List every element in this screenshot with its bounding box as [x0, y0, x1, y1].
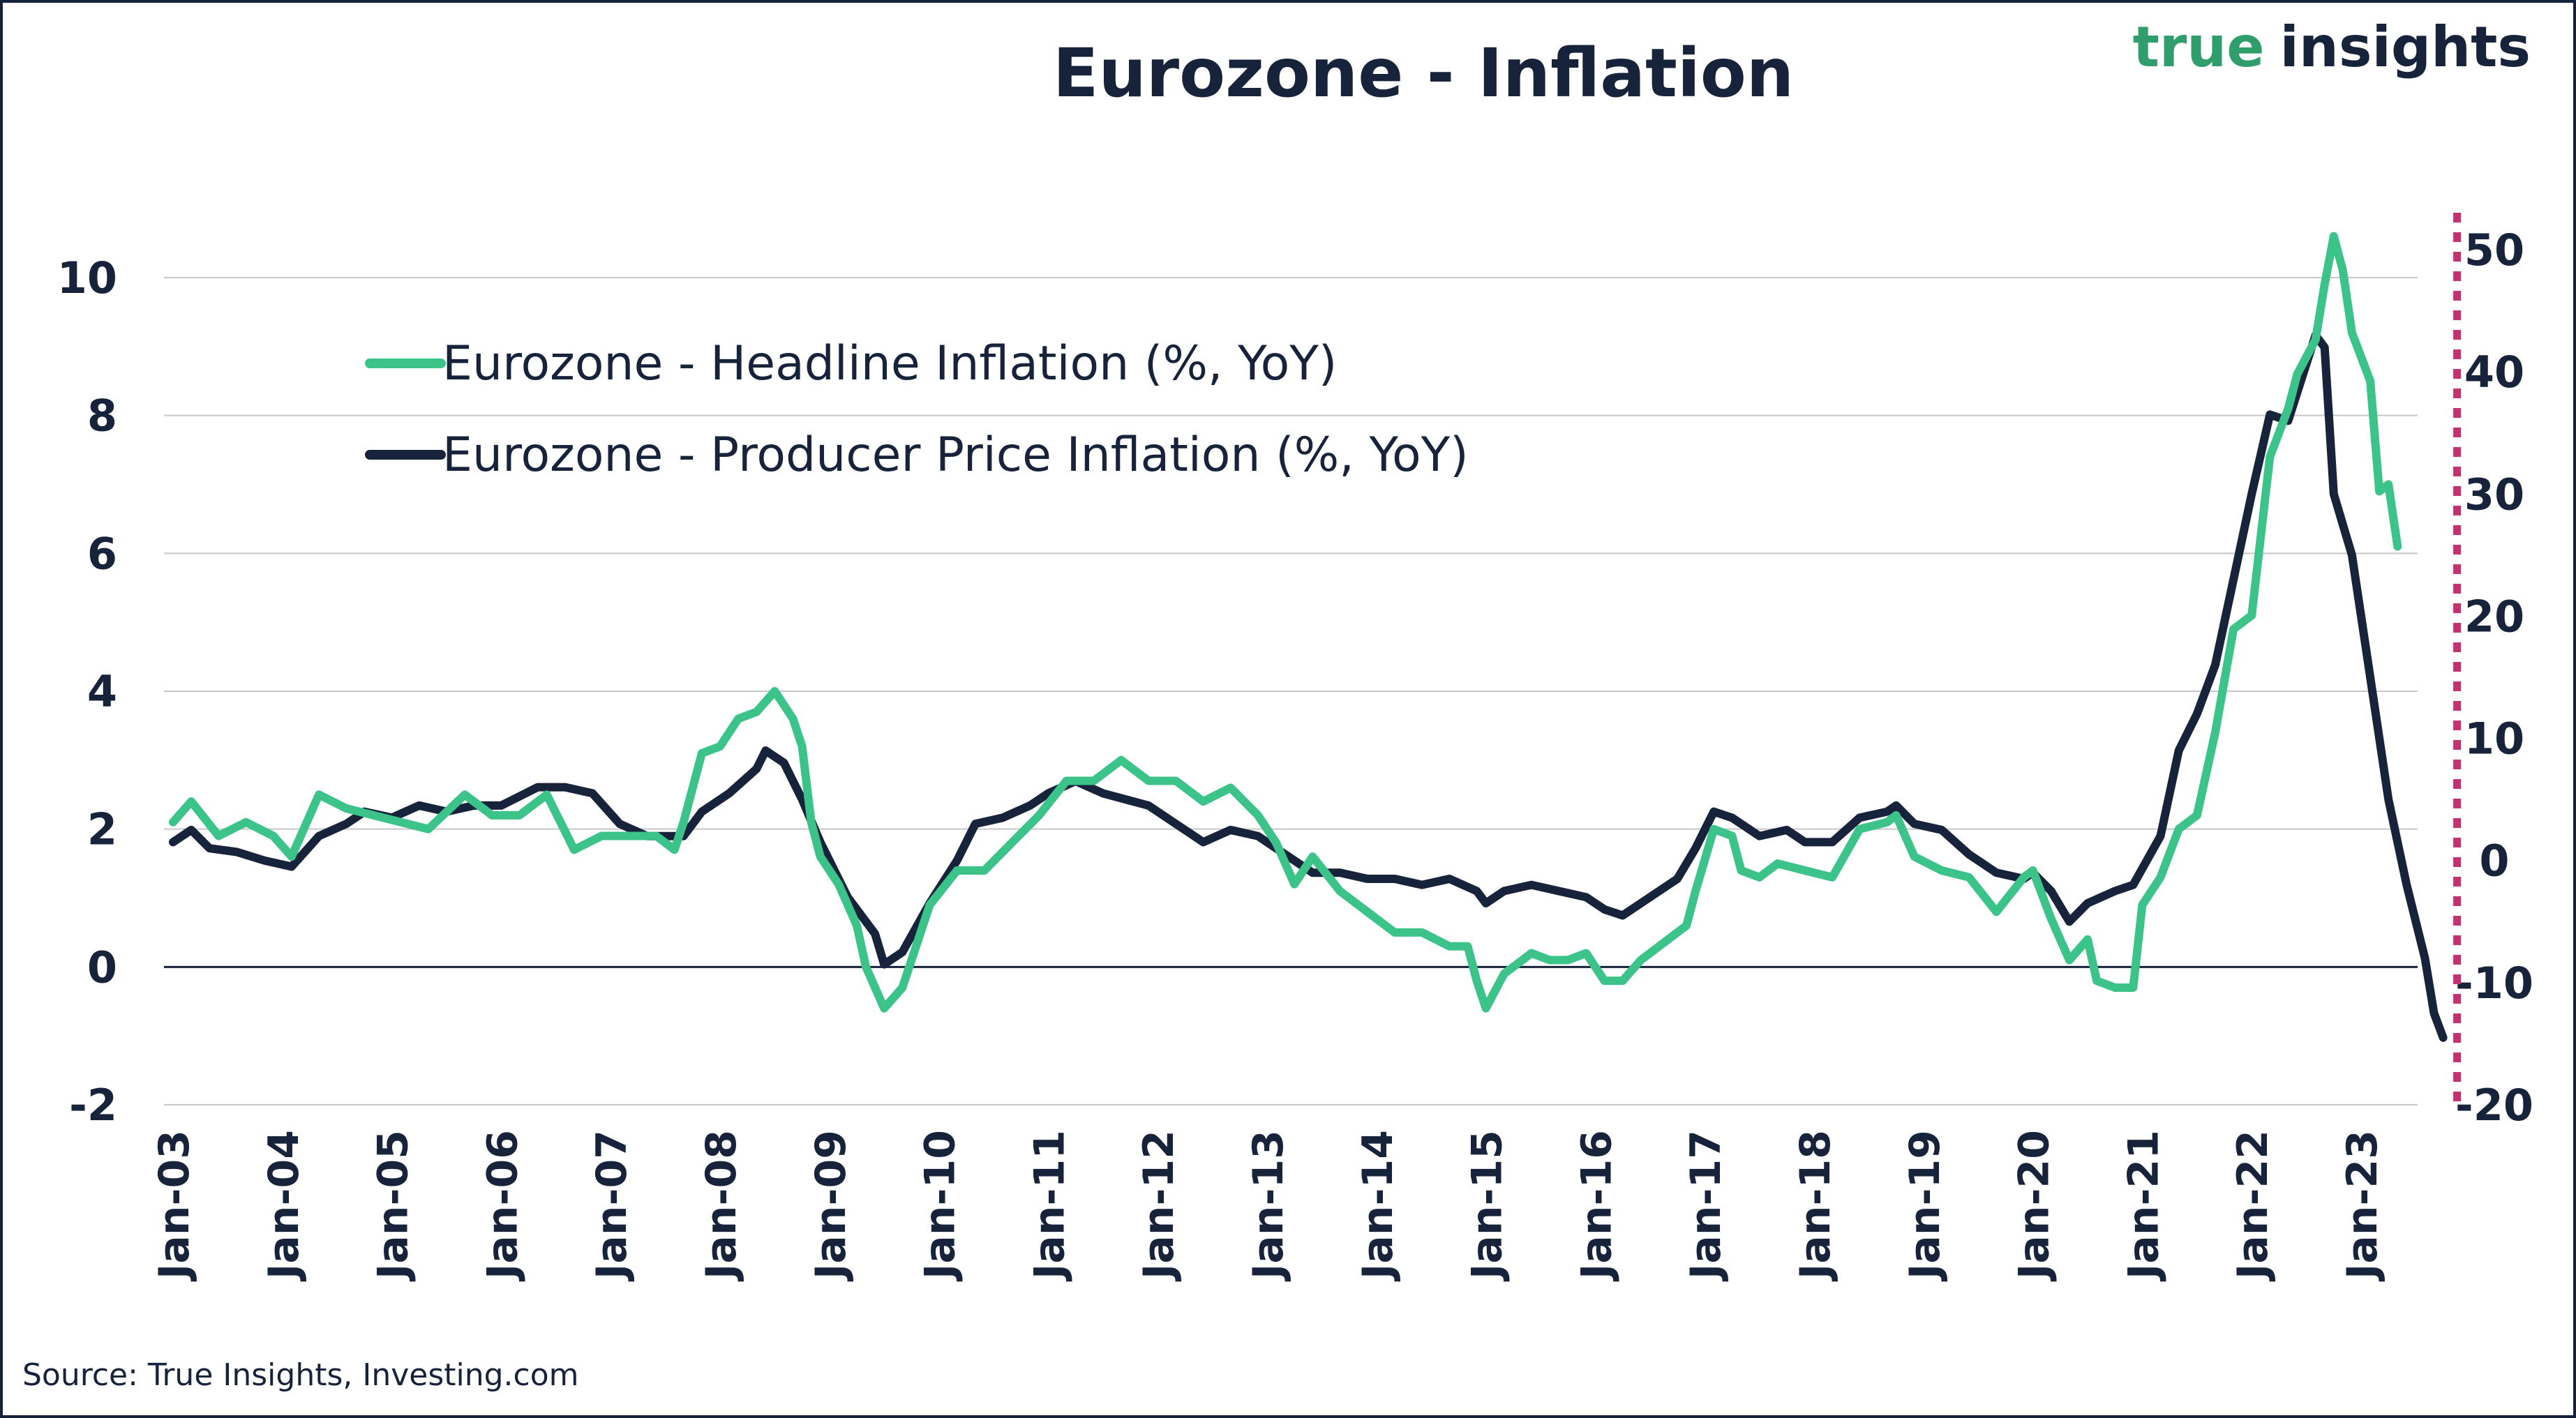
x-tick-label: Jan-17 — [1682, 1130, 1730, 1282]
right-tick-label: 10 — [2464, 714, 2524, 764]
right-tick-label: -10 — [2455, 958, 2533, 1009]
left-tick-label: 8 — [87, 391, 117, 442]
left-axis-ticks: -2 0 2 4 6 8 10 — [57, 252, 117, 1131]
x-tick-label: Jan-14 — [1354, 1130, 1402, 1282]
producer-price-inflation-line — [169, 331, 2448, 1042]
x-tick-label: Jan-12 — [1135, 1130, 1183, 1282]
right-tick-label: 20 — [2464, 591, 2524, 642]
x-tick-label: Jan-13 — [1244, 1130, 1293, 1282]
x-tick-label: Jan-22 — [2229, 1130, 2277, 1282]
left-tick-label: -2 — [69, 1080, 117, 1131]
x-tick-label: Jan-04 — [260, 1130, 308, 1282]
right-tick-label: 30 — [2464, 469, 2524, 520]
x-tick-label: Jan-16 — [1572, 1130, 1621, 1282]
legend-label-headline: Eurozone - Headline Inflation (%, YoY) — [442, 336, 1337, 391]
x-tick-label: Jan-08 — [697, 1130, 746, 1282]
right-tick-label: 40 — [2464, 347, 2524, 398]
x-tick-label: Jan-20 — [2010, 1130, 2059, 1282]
legend: Eurozone - Headline Inflation (%, YoY) E… — [365, 336, 1469, 483]
x-tick-label: Jan-09 — [807, 1130, 855, 1282]
left-tick-label: 0 — [87, 942, 117, 993]
x-tick-label: Jan-07 — [587, 1130, 636, 1282]
right-tick-label: -20 — [2455, 1080, 2533, 1131]
x-tick-label: Jan-18 — [1791, 1130, 1840, 1282]
headline-inflation-line — [169, 232, 2402, 1013]
series-lines — [169, 232, 2448, 1042]
legend-label-producer: Eurozone - Producer Price Inflation (%, … — [442, 428, 1469, 483]
x-tick-label: Jan-21 — [2119, 1130, 2168, 1282]
chart-title: Eurozone - Inflation — [1053, 34, 1794, 112]
gridlines — [164, 277, 2418, 1106]
right-tick-label: 0 — [2479, 836, 2509, 887]
logo-word-insights: insights — [2280, 15, 2531, 80]
left-tick-label: 6 — [87, 528, 117, 579]
source-note: Source: True Insights, Investing.com — [22, 1357, 579, 1393]
x-tick-label: Jan-23 — [2338, 1130, 2387, 1282]
logo-word-true: true — [2133, 15, 2265, 80]
left-tick-label: 2 — [87, 804, 117, 855]
x-tick-label: Jan-11 — [1025, 1130, 1074, 1282]
x-axis-ticks: Jan-03 Jan-04 Jan-05 Jan-06 Jan-07 Jan-08 Jan-… — [150, 1130, 2387, 1282]
x-tick-label: Jan-05 — [369, 1130, 418, 1282]
x-tick-label: Jan-06 — [478, 1130, 527, 1282]
x-tick-label: Jan-19 — [1901, 1130, 1949, 1282]
left-tick-label: 4 — [87, 666, 117, 717]
right-axis-ticks: -20 -10 0 10 20 30 40 50 — [2455, 225, 2533, 1131]
x-tick-label: Jan-10 — [916, 1130, 965, 1282]
left-tick-label: 10 — [57, 252, 117, 303]
brand-logo: true insights — [2133, 15, 2531, 80]
x-tick-label: Jan-03 — [150, 1130, 199, 1282]
x-tick-label: Jan-15 — [1463, 1130, 1512, 1282]
right-tick-label: 50 — [2464, 225, 2524, 276]
